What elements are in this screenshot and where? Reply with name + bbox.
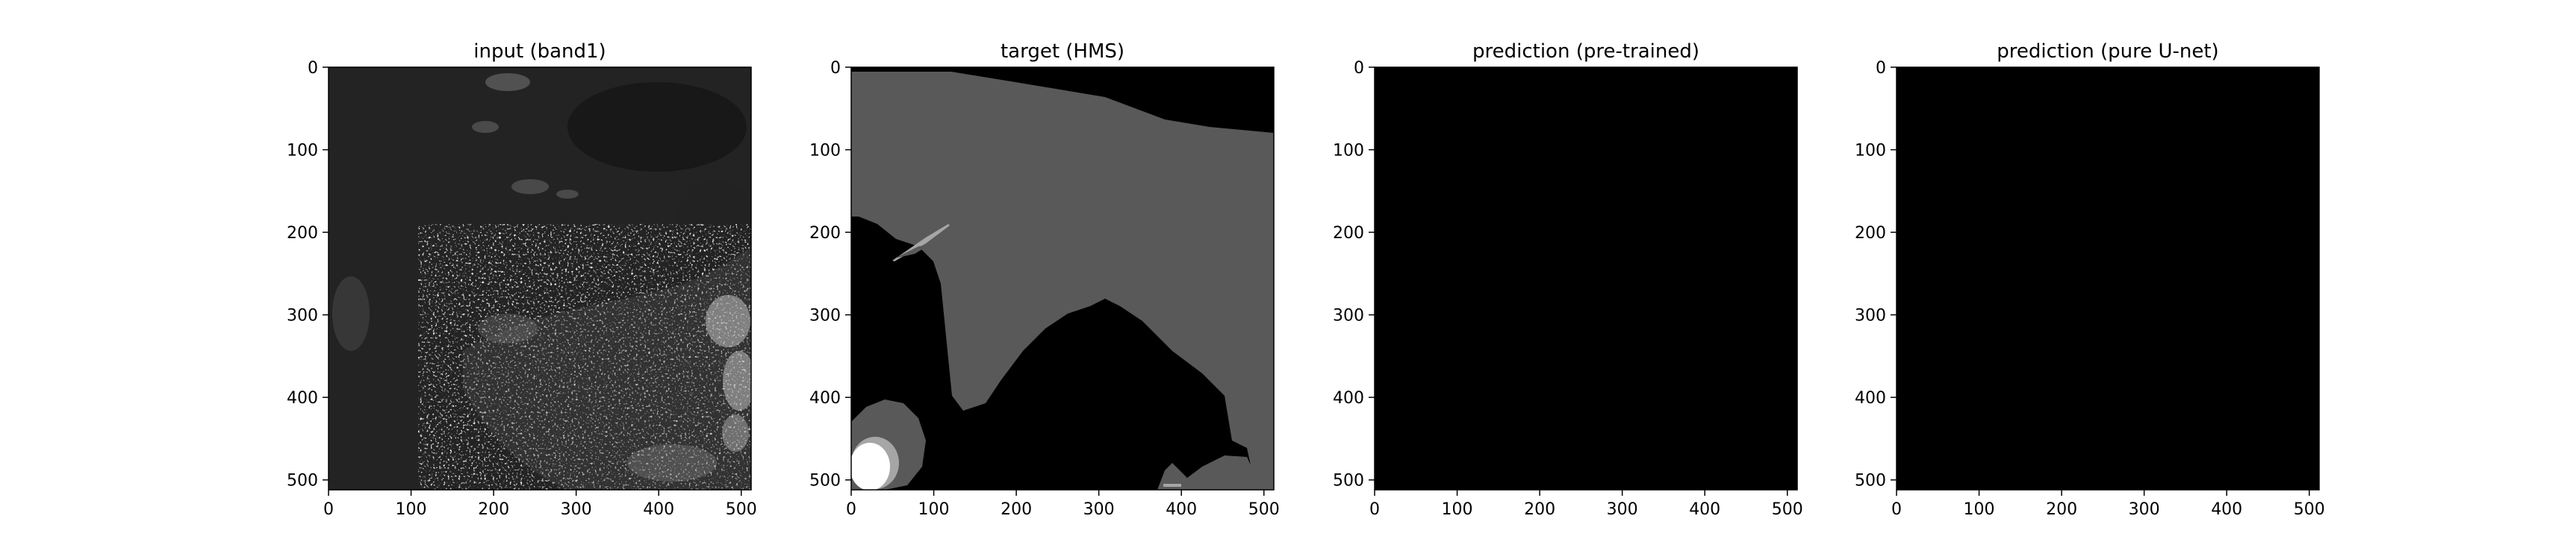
y-tick-label: 500 <box>809 472 841 491</box>
y-tick-label: 200 <box>287 224 318 243</box>
x-tick-label: 200 <box>1001 500 1032 519</box>
y-tick-label: 100 <box>287 142 318 161</box>
segmentation-mask <box>850 67 1274 491</box>
y-tick-label: 100 <box>1855 142 1886 161</box>
y-tick-label: 500 <box>1333 472 1364 491</box>
x-tick-label: 300 <box>1083 500 1115 519</box>
x-tick-label: 100 <box>396 500 427 519</box>
x-tick-label: 300 <box>1607 500 1638 519</box>
x-tick-label: 0 <box>1369 500 1380 519</box>
y-tick-label: 300 <box>809 307 841 326</box>
x-tick-label: 100 <box>918 500 950 519</box>
x-tick-label: 400 <box>643 500 674 519</box>
x-tick-label: 100 <box>1442 500 1473 519</box>
axes-frame <box>850 66 1275 491</box>
y-tick-label: 200 <box>1333 224 1364 243</box>
y-tick-label: 500 <box>1855 472 1886 491</box>
x-tick-label: 0 <box>846 500 856 519</box>
prediction-mask <box>1897 67 2319 490</box>
panel-title: target (HMS) <box>1001 40 1124 63</box>
panel-title: input (band1) <box>473 40 606 63</box>
y-tick-label: 300 <box>287 307 318 326</box>
y-tick-label: 400 <box>287 389 318 408</box>
x-tick-label: 0 <box>1891 500 1902 519</box>
x-tick-label: 100 <box>1964 500 1995 519</box>
y-tick-label: 500 <box>287 472 318 491</box>
x-tick-label: 500 <box>2294 500 2325 519</box>
y-tick-label: 0 <box>308 59 318 78</box>
y-tick-label: 0 <box>1876 59 1886 78</box>
panel-input-band1: input (band1) <box>287 40 757 519</box>
x-tick-label: 200 <box>478 500 509 519</box>
x-tick-label: 200 <box>2046 500 2077 519</box>
x-tick-label: 400 <box>1166 500 1197 519</box>
y-tick-label: 300 <box>1855 307 1886 326</box>
x-tick-label: 300 <box>561 500 592 519</box>
axes-frame <box>328 66 752 491</box>
panel-title: prediction (pure U-net) <box>1997 40 2218 63</box>
mask-region-light <box>851 72 1274 490</box>
satellite-image <box>329 67 751 490</box>
y-tick-label: 400 <box>1333 389 1364 408</box>
x-tick-label: 500 <box>1248 500 1280 519</box>
y-tick-label: 100 <box>809 142 841 161</box>
panel-target-hms: target (HMS) 0 100 200 300 400 500 0 100 200 300 4… <box>809 40 1280 519</box>
prediction-mask <box>1375 67 1797 490</box>
y-tick-label: 400 <box>809 389 841 408</box>
y-tick-label: 200 <box>1855 224 1886 243</box>
x-tick-label: 400 <box>1689 500 1720 519</box>
axes-frame <box>1896 66 2320 491</box>
y-tick-label: 200 <box>809 224 841 243</box>
x-tick-label: 500 <box>726 500 757 519</box>
y-tick-label: 0 <box>1354 59 1364 78</box>
panel-prediction-pure-unet: prediction (pure U-net) 0 100 200 300 400 500… <box>1855 40 2325 519</box>
y-tick-label: 300 <box>1333 307 1364 326</box>
y-tick-label: 400 <box>1855 389 1886 408</box>
panel-title: prediction (pre-trained) <box>1472 40 1699 63</box>
x-tick-label: 0 <box>323 500 334 519</box>
x-tick-label: 400 <box>2211 500 2242 519</box>
axes-frame <box>1374 66 1798 491</box>
y-tick-label: 0 <box>830 59 841 78</box>
y-tick-label: 100 <box>1333 142 1364 161</box>
x-tick-label: 300 <box>2129 500 2160 519</box>
panel-prediction-pretrained: prediction (pre-trained) 0 100 200 300 400 50… <box>1333 40 1803 519</box>
x-tick-label: 500 <box>1772 500 1803 519</box>
x-tick-label: 200 <box>1524 500 1555 519</box>
